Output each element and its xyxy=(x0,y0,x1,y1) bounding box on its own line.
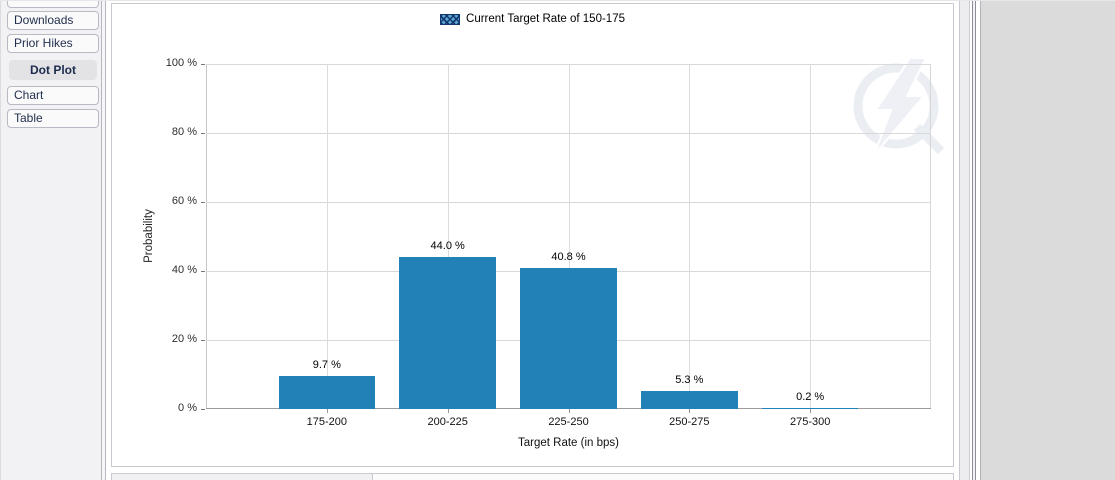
gridline xyxy=(689,64,691,409)
plot-area: 100 % 80 % 60 % 40 % 20 % 0 % 9.7 % 175-200 44.0… xyxy=(166,57,931,428)
y-tick-label: 80 % xyxy=(171,126,197,138)
y-tick-mark xyxy=(201,202,205,203)
x-tick-label: 275-300 xyxy=(789,416,831,428)
y-axis-title: Probability xyxy=(143,209,155,263)
scrollbar-track[interactable] xyxy=(957,1,980,480)
main-content: Current Target Rate of 150-175 100 % 80 %… xyxy=(107,1,957,480)
y-tick-label: 20 % xyxy=(171,333,197,345)
right-background-panel xyxy=(980,1,1115,480)
y-tick-label: 0 % xyxy=(178,402,197,414)
x-tick-label: 200-225 xyxy=(427,416,468,428)
x-tick-mark xyxy=(689,409,691,413)
bar-value-label: 44.0 % xyxy=(430,240,465,253)
bar-value-label: 40.8 % xyxy=(551,251,586,264)
x-tick-mark xyxy=(447,409,449,413)
x-tick-label: 225-250 xyxy=(548,416,589,428)
sidebar-item-table[interactable]: Table xyxy=(7,109,99,128)
gridline xyxy=(326,64,328,409)
chart-panel: Current Target Rate of 150-175 100 % 80 %… xyxy=(111,3,954,467)
x-tick-mark xyxy=(326,409,328,413)
lower-panel-right-cell xyxy=(373,474,953,480)
sidebar-item-chart[interactable]: Chart xyxy=(7,86,99,105)
x-tick-mark xyxy=(568,409,570,413)
sidebar-item-downloads[interactable]: Downloads xyxy=(7,11,99,30)
bar-225-250[interactable] xyxy=(520,268,617,409)
y-tick-label: 60 % xyxy=(171,195,197,207)
x-tick-mark xyxy=(810,409,812,413)
y-axis-line xyxy=(206,64,207,409)
legend-label: Current Target Rate of 150-175 xyxy=(466,13,625,25)
y-tick-label: 100 % xyxy=(165,57,197,69)
lower-panel xyxy=(111,473,954,480)
bar-200-225[interactable] xyxy=(399,257,496,409)
x-tick-label: 250-275 xyxy=(669,416,710,428)
bar-175-200[interactable] xyxy=(278,375,376,409)
sidebar-section-dot-plot: Dot Plot xyxy=(9,60,97,80)
y-tick-mark xyxy=(201,271,205,272)
y-tick-label: 40 % xyxy=(171,264,197,276)
gridline xyxy=(447,64,449,409)
y-tick-mark xyxy=(201,409,205,410)
sidebar-item-prior-hikes[interactable]: Prior Hikes xyxy=(7,34,99,53)
lower-panel-left-cell xyxy=(112,474,373,480)
gridline xyxy=(810,64,812,409)
gridline xyxy=(568,64,570,409)
plot-right-border xyxy=(930,64,931,409)
sidebar-resize-divider[interactable] xyxy=(101,1,107,480)
chart-legend: Current Target Rate of 150-175 xyxy=(112,13,953,25)
x-tick-label: 175-200 xyxy=(306,416,348,428)
sidebar: Downloads Prior Hikes Dot Plot Chart Tab… xyxy=(0,1,101,480)
sidebar-item-partial[interactable] xyxy=(7,1,99,8)
y-tick-mark xyxy=(201,133,205,134)
y-tick-mark xyxy=(201,64,205,65)
bar-275-300[interactable] xyxy=(761,408,859,409)
bar-value-label: 5.3 % xyxy=(675,373,704,386)
legend-hatch-swatch-icon xyxy=(440,13,461,25)
bar-value-label: 9.7 % xyxy=(312,358,341,371)
bar-value-label: 0.2 % xyxy=(796,391,825,403)
y-tick-mark xyxy=(201,340,205,341)
x-axis-title: Target Rate (in bps) xyxy=(518,437,619,449)
bar-250-275[interactable] xyxy=(641,390,738,409)
